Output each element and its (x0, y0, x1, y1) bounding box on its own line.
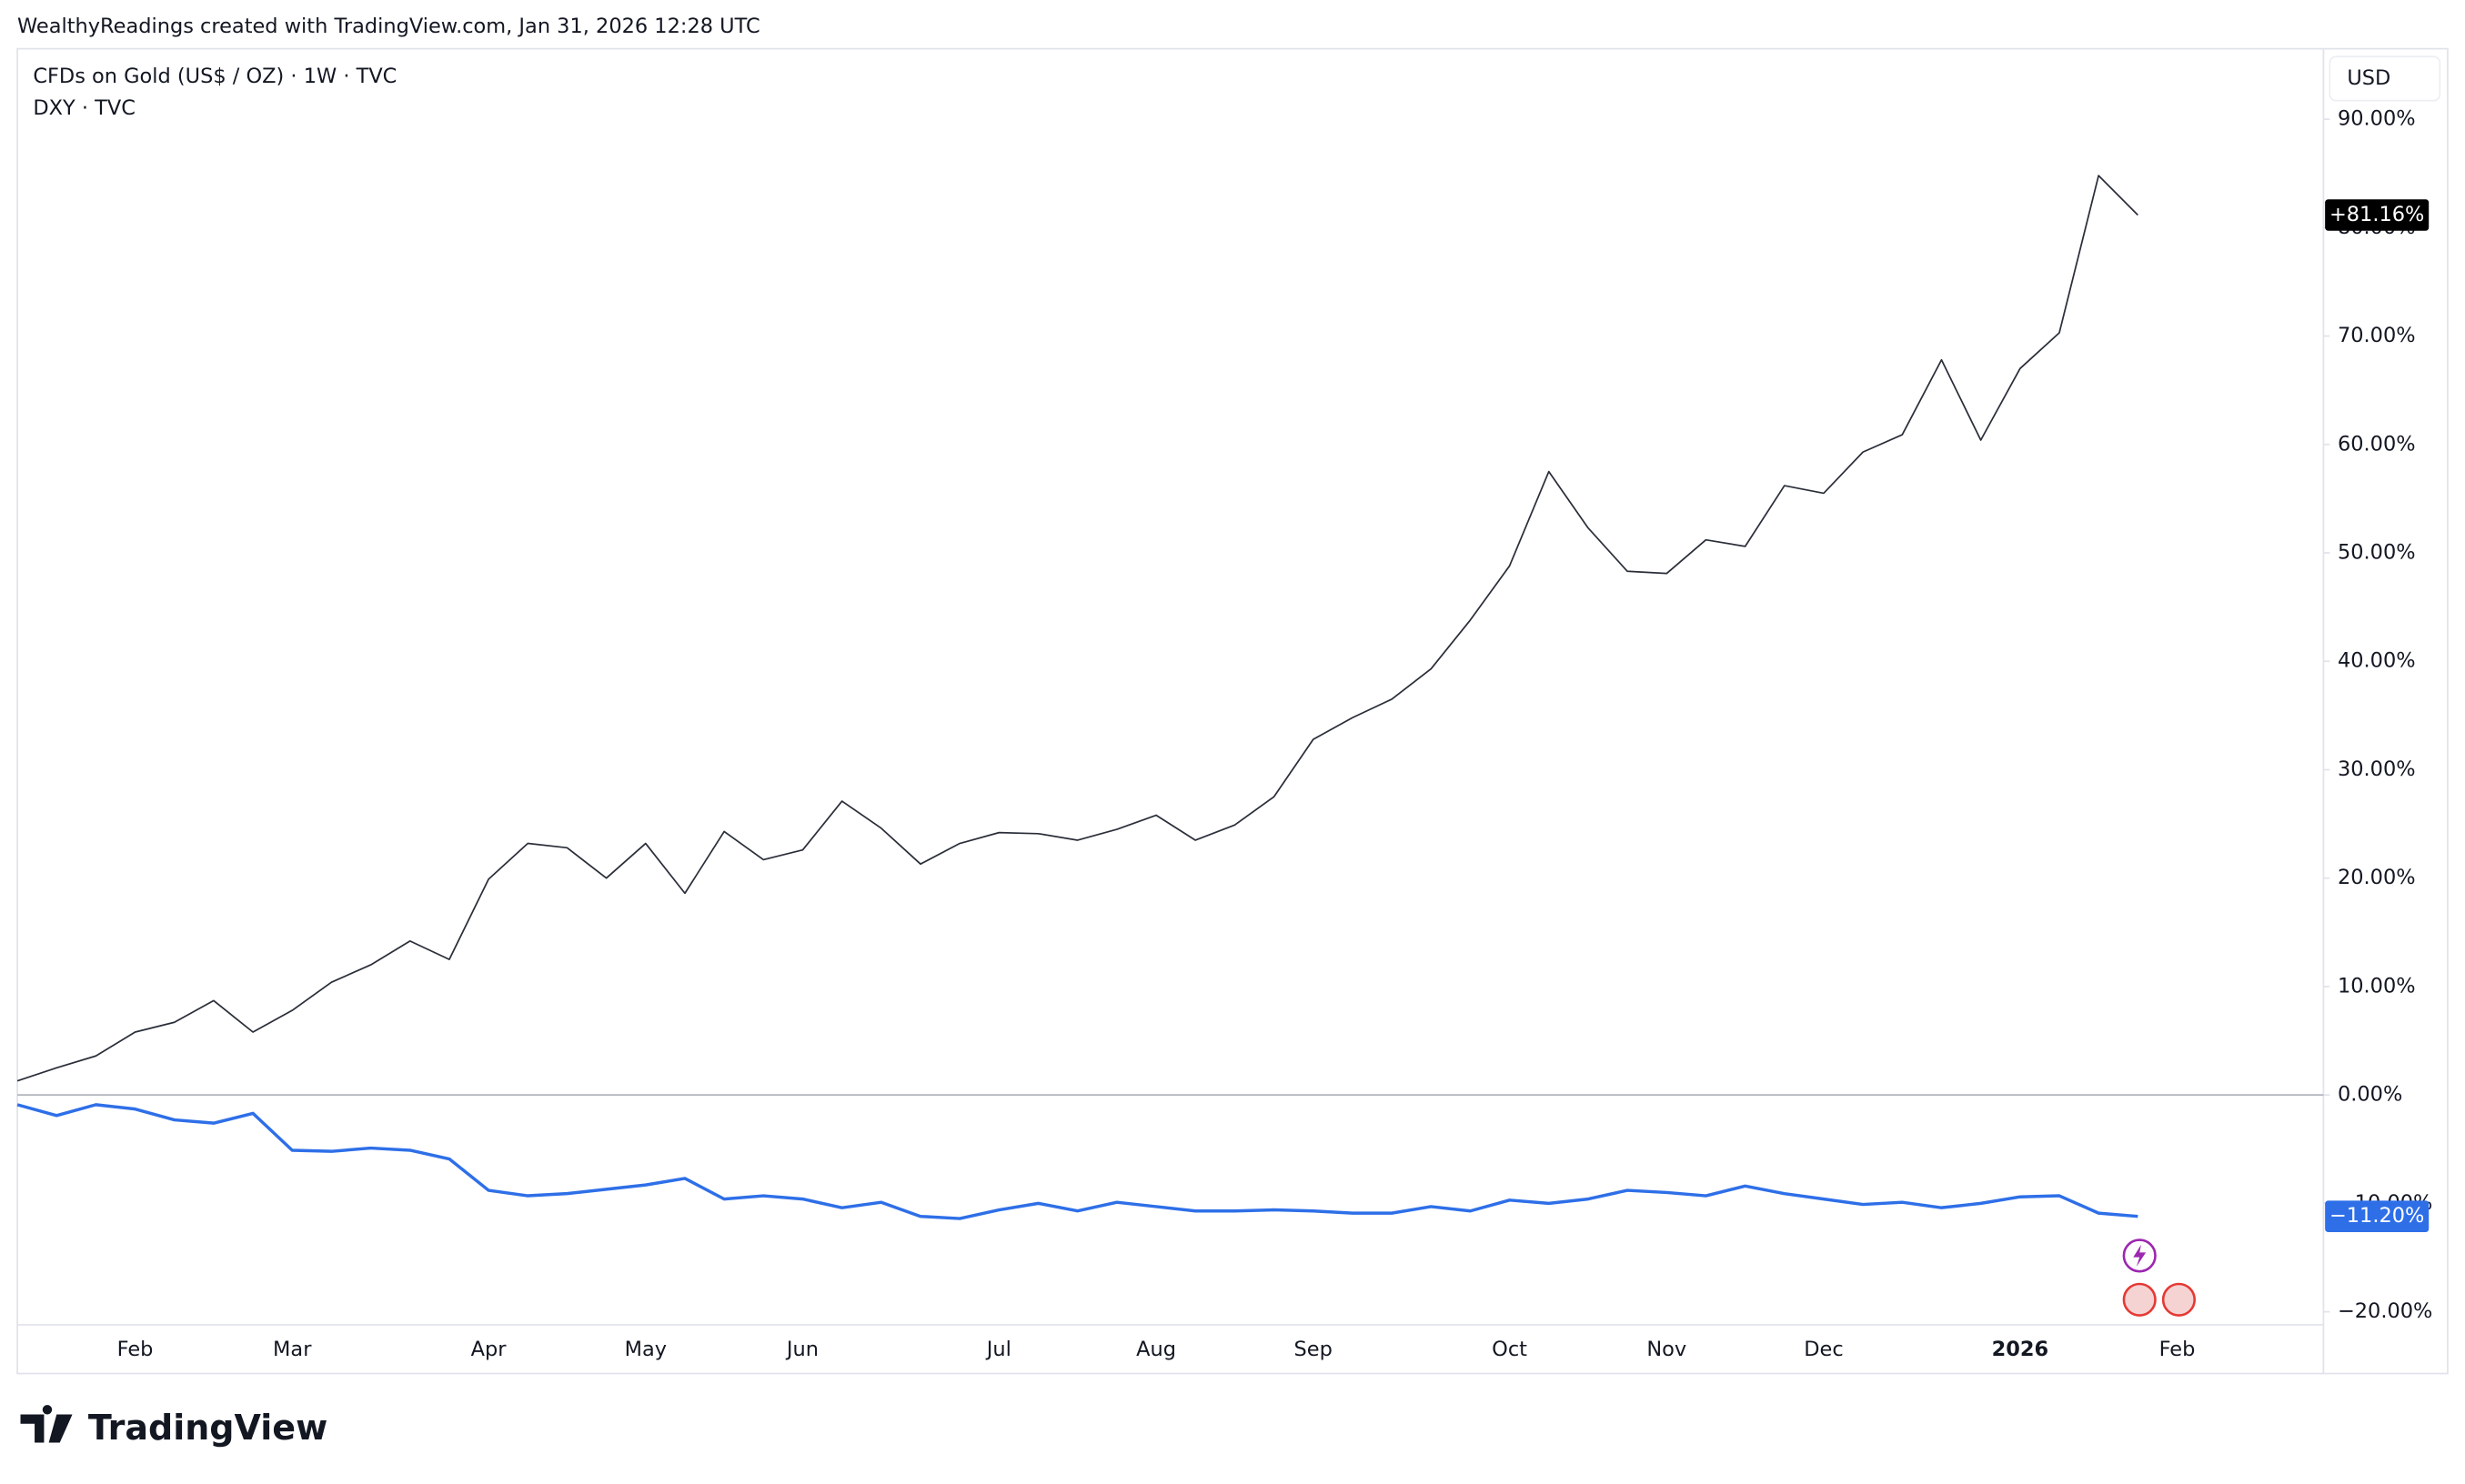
x-tick-label: Oct (1492, 1338, 1527, 1361)
y-tick-label: 30.00% (2338, 757, 2416, 781)
legend-entry: CFDs on Gold (US$ / OZ) · 1W · TVC (33, 65, 397, 88)
y-tick-label: −20.00% (2338, 1299, 2432, 1323)
x-tick-label: 2026 (1992, 1338, 2049, 1361)
logo-text: TradingView (88, 1408, 327, 1448)
x-tick-label: Aug (1136, 1338, 1176, 1361)
y-tick-label: 0.00% (2338, 1083, 2402, 1107)
logo: TradingView (20, 1405, 327, 1448)
y-tick-label: 40.00% (2338, 649, 2416, 673)
x-tick-label: May (625, 1338, 667, 1361)
x-tick-label: Mar (273, 1338, 312, 1361)
x-tick-label: Feb (2159, 1338, 2196, 1361)
legend-entry: DXY · TVC (33, 96, 136, 120)
y-tick-label: 70.00% (2338, 324, 2416, 347)
event-icons (2122, 1238, 2196, 1317)
x-tick-label: Apr (471, 1338, 508, 1361)
price-tag-label: +81.16% (2329, 203, 2424, 226)
x-tick-label: Dec (1804, 1338, 1843, 1361)
x-tick-label: Jul (985, 1338, 1011, 1361)
x-tick-label: Sep (1294, 1338, 1333, 1361)
lightning-icon (2133, 1244, 2147, 1267)
x-tick-label: Jun (785, 1338, 819, 1361)
event-icon[interactable] (2161, 1282, 2196, 1317)
price-tag-label: −11.20% (2329, 1204, 2424, 1228)
x-tick-label: Feb (117, 1338, 154, 1361)
y-tick-label: 20.00% (2338, 866, 2416, 889)
series-line (16, 175, 2138, 1082)
caption: WealthyReadings created with TradingView… (17, 15, 760, 38)
logo-icon (20, 1405, 73, 1443)
currency-button[interactable] (2329, 55, 2441, 102)
price-tag (2325, 1200, 2430, 1232)
price-tag (2325, 199, 2430, 231)
event-icon[interactable] (2122, 1282, 2157, 1317)
y-tick-label: 60.00% (2338, 432, 2416, 456)
y-tick-label: 10.00% (2338, 974, 2416, 998)
x-tick-label: Nov (1646, 1338, 1686, 1361)
series-line (16, 1103, 2138, 1220)
y-tick-label: 90.00% (2338, 107, 2416, 131)
pane-border (16, 47, 2449, 1375)
y-tick-label: 50.00% (2338, 541, 2416, 565)
currency-label: USD (2347, 66, 2390, 90)
